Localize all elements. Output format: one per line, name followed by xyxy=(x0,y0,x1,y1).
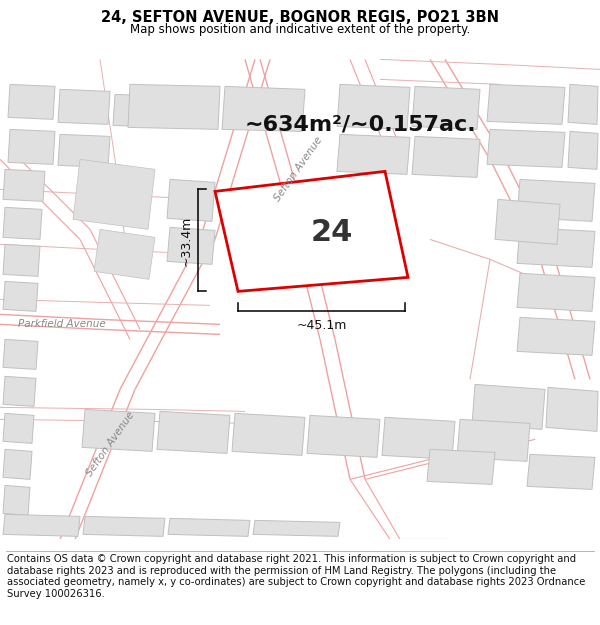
Polygon shape xyxy=(82,409,155,451)
Polygon shape xyxy=(232,413,305,456)
Polygon shape xyxy=(83,516,165,536)
Text: 24, SEFTON AVENUE, BOGNOR REGIS, PO21 3BN: 24, SEFTON AVENUE, BOGNOR REGIS, PO21 3B… xyxy=(101,9,499,24)
Polygon shape xyxy=(3,339,38,369)
Polygon shape xyxy=(457,419,530,461)
Polygon shape xyxy=(167,228,215,264)
Polygon shape xyxy=(517,179,595,221)
Polygon shape xyxy=(412,86,480,129)
Polygon shape xyxy=(487,84,565,124)
Polygon shape xyxy=(113,94,165,128)
Text: Parkfield Avenue: Parkfield Avenue xyxy=(18,319,106,329)
Text: 24: 24 xyxy=(310,218,353,248)
Text: ~45.1m: ~45.1m xyxy=(296,319,347,332)
Polygon shape xyxy=(58,134,110,168)
Polygon shape xyxy=(128,84,220,129)
Text: Map shows position and indicative extent of the property.: Map shows position and indicative extent… xyxy=(130,22,470,36)
Text: ~33.4m: ~33.4m xyxy=(180,215,193,266)
Polygon shape xyxy=(307,416,380,457)
Polygon shape xyxy=(168,518,250,536)
Polygon shape xyxy=(527,454,595,489)
Polygon shape xyxy=(427,449,495,484)
Polygon shape xyxy=(8,84,55,119)
Text: Contains OS data © Crown copyright and database right 2021. This information is : Contains OS data © Crown copyright and d… xyxy=(7,554,586,599)
Polygon shape xyxy=(517,228,595,268)
Polygon shape xyxy=(3,169,45,201)
Polygon shape xyxy=(487,129,565,168)
Polygon shape xyxy=(517,318,595,356)
Polygon shape xyxy=(568,131,598,169)
Polygon shape xyxy=(222,86,305,131)
Polygon shape xyxy=(337,134,410,174)
Polygon shape xyxy=(3,449,32,479)
Polygon shape xyxy=(472,384,545,429)
Polygon shape xyxy=(568,84,598,124)
Text: ~634m²/~0.157ac.: ~634m²/~0.157ac. xyxy=(244,114,476,134)
Polygon shape xyxy=(546,388,598,431)
Polygon shape xyxy=(167,179,215,221)
Polygon shape xyxy=(495,199,560,244)
Polygon shape xyxy=(215,171,408,291)
Polygon shape xyxy=(58,89,110,124)
Polygon shape xyxy=(412,136,480,178)
Polygon shape xyxy=(94,229,155,279)
Polygon shape xyxy=(3,244,40,276)
Polygon shape xyxy=(3,486,30,516)
Polygon shape xyxy=(157,411,230,453)
Polygon shape xyxy=(517,273,595,311)
Polygon shape xyxy=(253,521,340,536)
Polygon shape xyxy=(3,514,80,536)
Polygon shape xyxy=(3,281,38,311)
Polygon shape xyxy=(3,413,34,443)
Polygon shape xyxy=(382,418,455,459)
Text: Sefton Avenue: Sefton Avenue xyxy=(84,410,136,479)
Polygon shape xyxy=(8,129,55,164)
Polygon shape xyxy=(3,376,36,406)
Polygon shape xyxy=(3,208,42,239)
Polygon shape xyxy=(73,159,155,229)
Text: Sefton Avenue: Sefton Avenue xyxy=(272,135,324,204)
Polygon shape xyxy=(337,84,410,129)
